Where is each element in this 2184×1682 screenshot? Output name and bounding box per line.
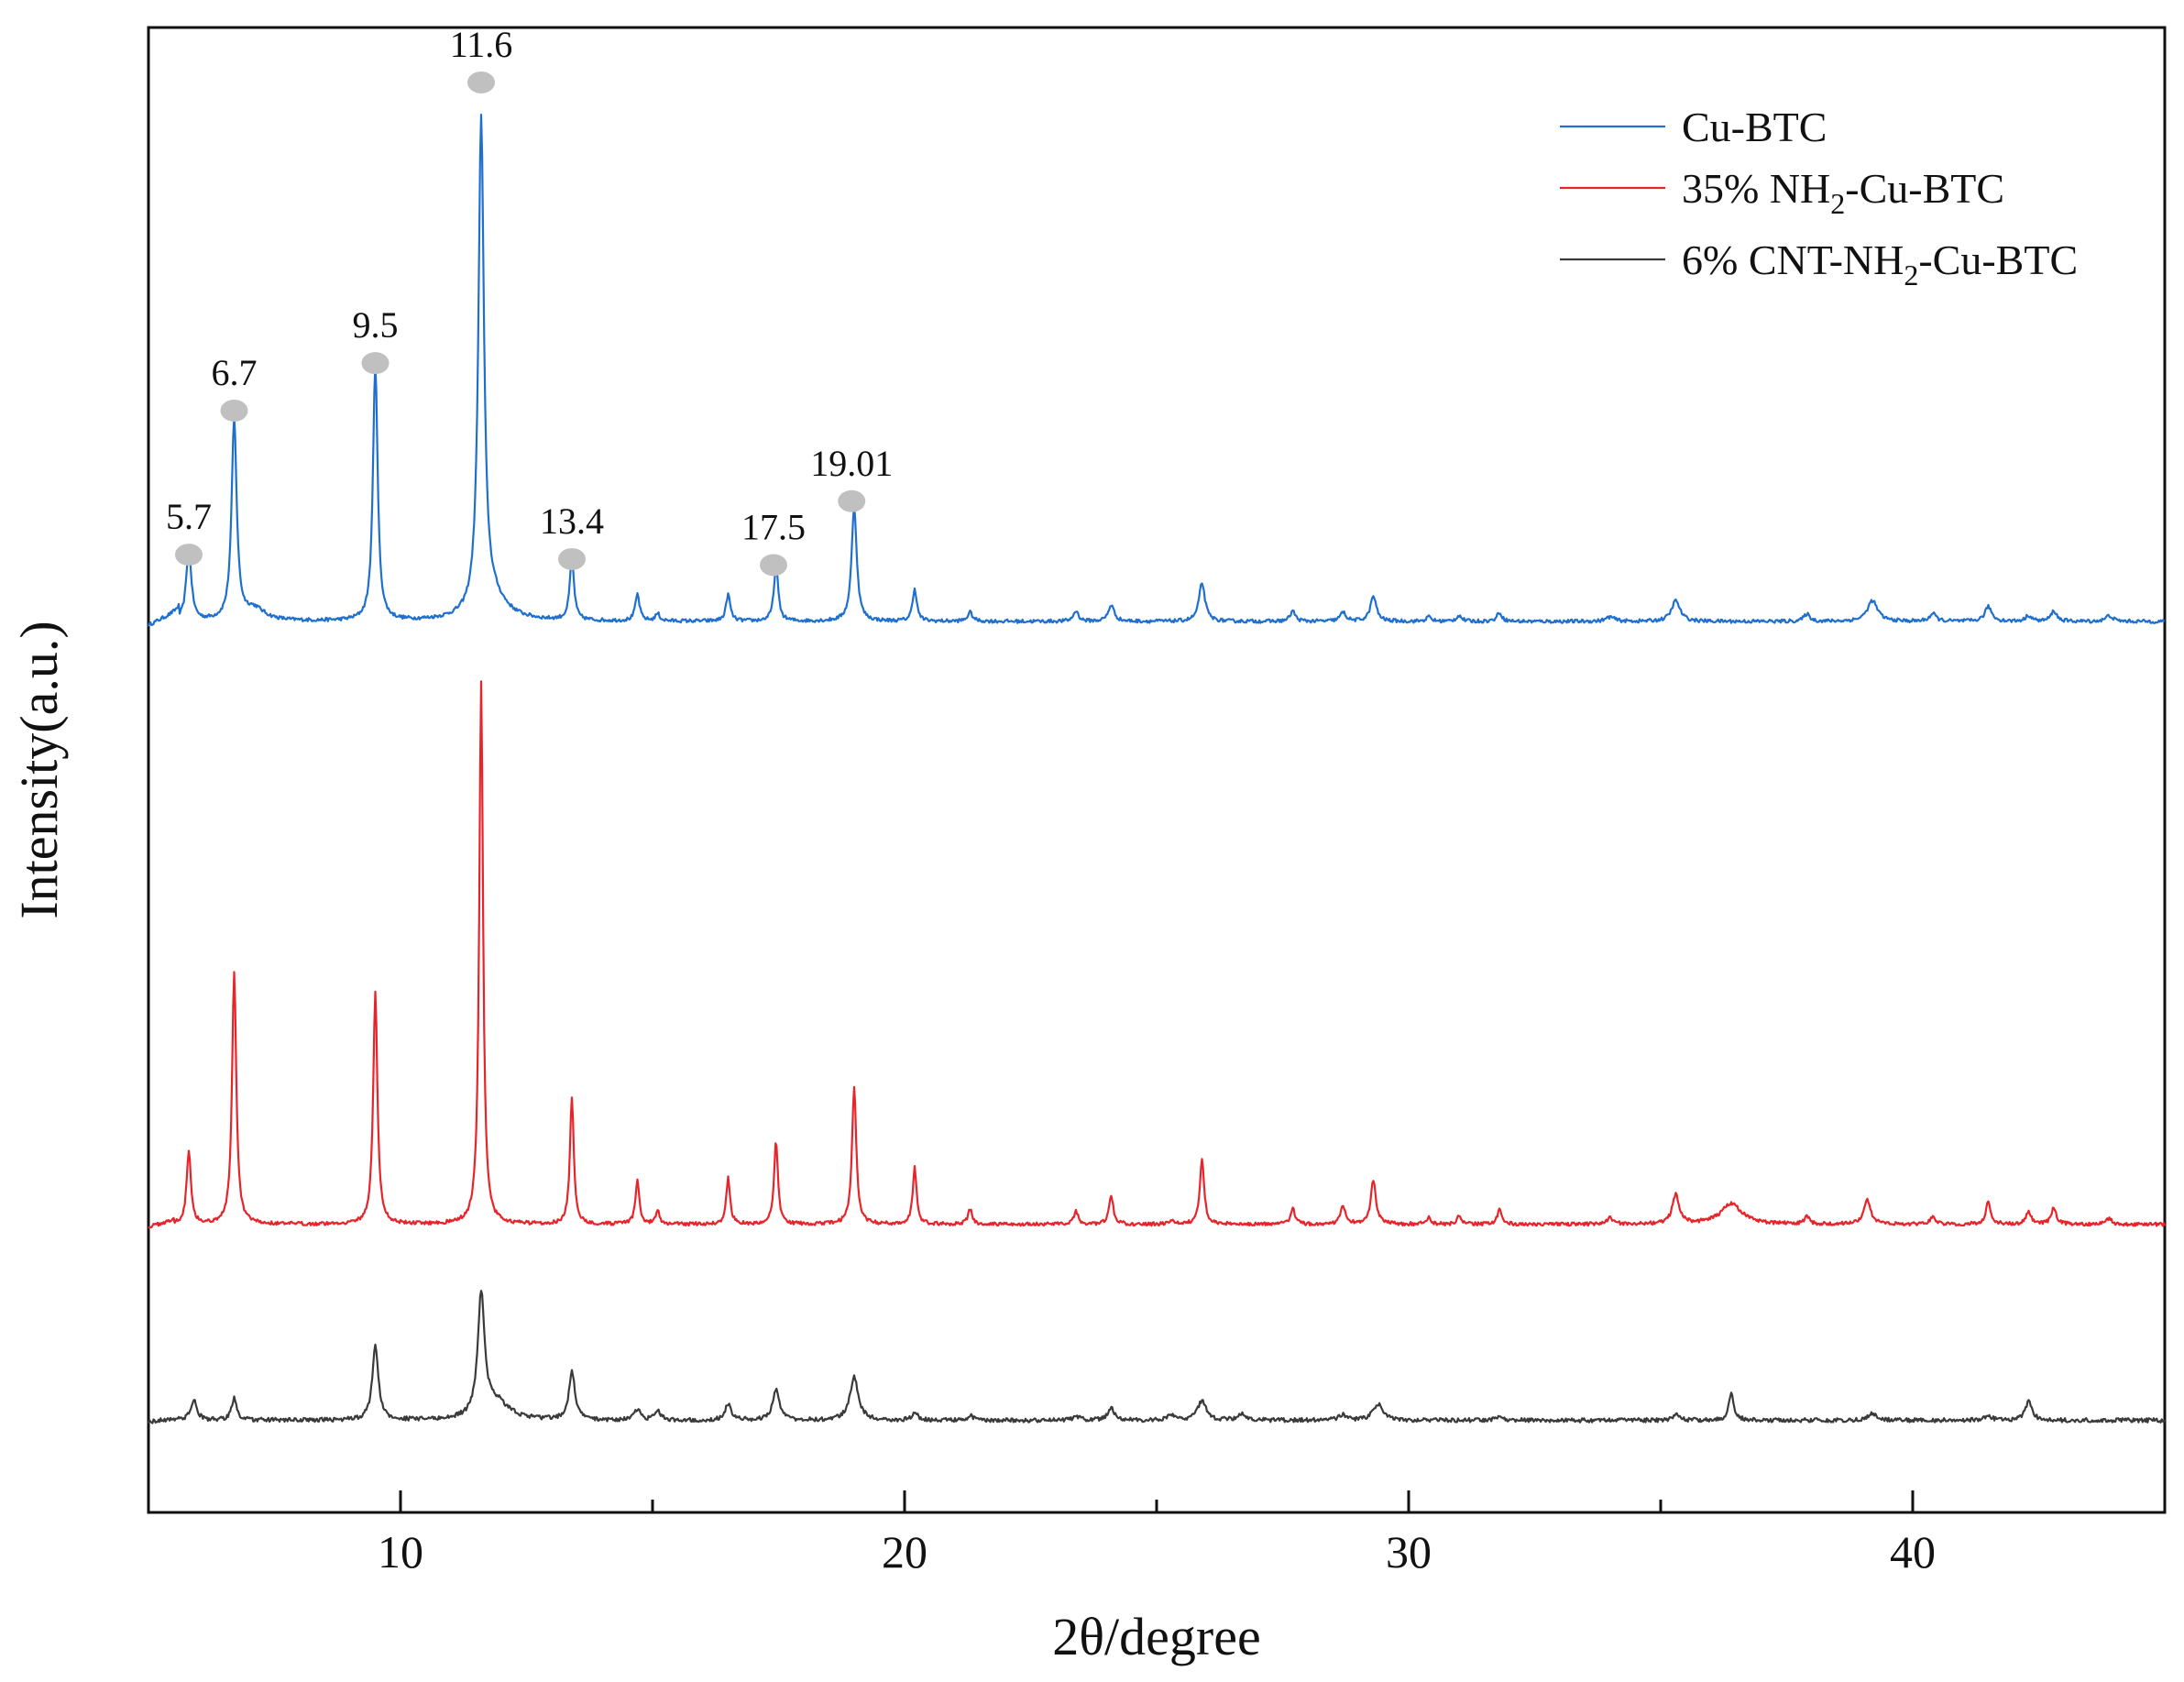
peak-annotations: 5.7 6.7 9.5 11.6 13.4 17.519.01 <box>166 24 893 577</box>
peak-marker <box>361 352 390 375</box>
peak-label: 6.7 <box>212 352 258 393</box>
peak-marker <box>467 71 495 93</box>
series-line-2 <box>148 680 2167 1229</box>
series-line-1 <box>147 114 2166 627</box>
peak-marker <box>175 544 203 566</box>
peak-label: 5.7 <box>166 496 212 537</box>
series-layer <box>147 114 2167 1424</box>
peak-label: 11.6 <box>450 24 513 65</box>
series-line-3 <box>147 1290 2167 1424</box>
x-tick-label: 30 <box>1386 1526 1432 1578</box>
peak-label: 19.01 <box>810 443 893 484</box>
legend-label: 6% CNT-NH2-Cu-BTC <box>1682 236 2078 291</box>
legend: Cu-BTC 35% NH2-Cu-BTC 6% CNT-NH2-Cu-BTC <box>1560 104 2078 291</box>
x-axis-ticks: 10 20 30 40 <box>147 1490 2167 1578</box>
x-tick-label: 10 <box>378 1526 423 1578</box>
y-axis-title: Intensity(a.u.) <box>9 621 69 918</box>
peak-marker <box>838 489 866 512</box>
peak-marker <box>760 554 787 577</box>
peak-label: 13.4 <box>540 500 604 542</box>
peak-label: 9.5 <box>353 304 399 346</box>
x-tick-label: 40 <box>1890 1526 1936 1578</box>
peak-marker <box>558 547 586 570</box>
x-tick-label: 20 <box>882 1526 927 1578</box>
legend-label: 35% NH2-Cu-BTC <box>1682 165 2004 220</box>
peak-marker <box>220 399 248 422</box>
peak-label: 17.5 <box>741 506 806 547</box>
legend-label: Cu-BTC <box>1682 104 1827 150</box>
x-axis-title: 2θ/degree <box>1052 1607 1260 1666</box>
